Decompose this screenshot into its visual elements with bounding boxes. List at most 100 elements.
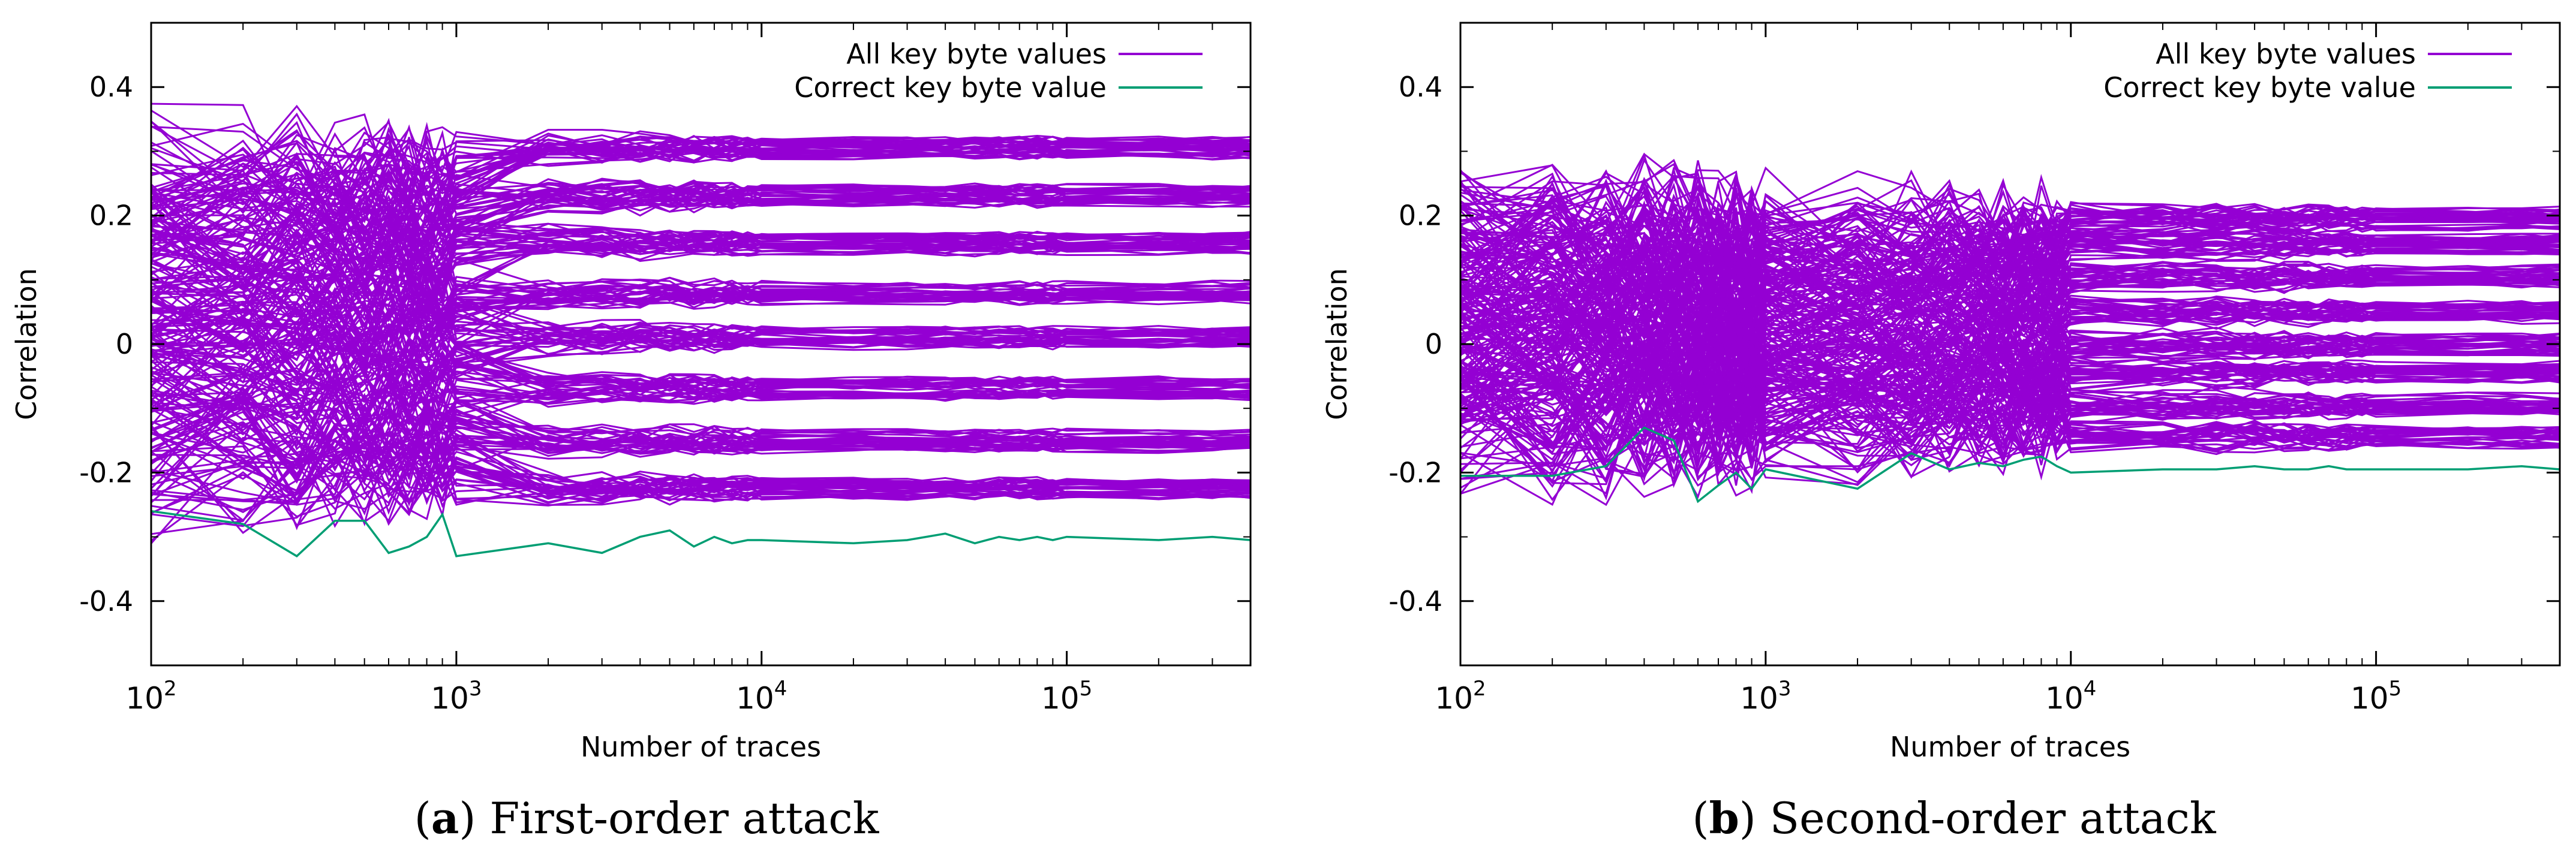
key-byte-line-sample-3 <box>151 458 1251 513</box>
key-byte-line <box>151 397 1251 523</box>
x-tick-label: 105 <box>1041 677 1092 716</box>
key-byte-line <box>1460 372 2560 480</box>
x-tick-base: 10 <box>2045 681 2084 716</box>
key-byte-line <box>151 182 1251 284</box>
y-tick-label: 0.4 <box>1399 71 1442 103</box>
key-byte-line <box>151 343 1251 408</box>
key-byte-line <box>1460 337 2560 455</box>
x-tick-base: 10 <box>1041 681 1080 716</box>
key-byte-line <box>151 378 1251 477</box>
key-byte-line <box>151 110 1251 197</box>
key-byte-line <box>1460 264 2560 408</box>
x-tick-exponent: 5 <box>1080 677 1093 701</box>
key-byte-line-sample-2 <box>1460 433 2560 507</box>
key-byte-line <box>151 247 1251 342</box>
key-byte-line <box>1460 297 2560 421</box>
key-byte-line <box>151 382 1251 495</box>
key-byte-line <box>151 194 1251 257</box>
x-tick-base: 10 <box>431 681 469 716</box>
key-byte-line <box>1460 367 2560 486</box>
key-byte-line <box>151 274 1251 384</box>
key-byte-line <box>1460 230 2560 375</box>
x-tick-exponent: 4 <box>774 677 787 701</box>
key-byte-line <box>151 363 1251 482</box>
y-axis-label: Correlation <box>10 268 43 420</box>
legend-label: Correct key byte value <box>794 71 1107 104</box>
key-byte-line <box>1460 342 2560 468</box>
y-tick-label: -0.4 <box>79 585 133 617</box>
caption-a-label: a <box>431 792 459 843</box>
key-byte-line <box>151 277 1251 378</box>
x-axis-label: Number of traces <box>1890 731 2130 763</box>
x-tick-exponent: 2 <box>1473 677 1486 701</box>
key-byte-line <box>1460 311 2560 433</box>
key-byte-line <box>151 258 1251 328</box>
key-byte-line <box>151 378 1251 464</box>
x-tick-label: 102 <box>1435 677 1486 716</box>
key-byte-line <box>151 439 1251 506</box>
key-byte-line <box>1460 363 2560 487</box>
key-byte-line <box>151 233 1251 309</box>
key-byte-line <box>1460 228 2560 343</box>
caption-b-text: Second-order attack <box>1770 793 2217 843</box>
caption-a-close-paren: ) <box>459 793 489 843</box>
key-byte-line <box>151 120 1251 233</box>
key-byte-line <box>1460 305 2560 418</box>
key-byte-line-sample-0 <box>151 131 1251 173</box>
x-tick-base: 10 <box>2350 681 2389 716</box>
key-byte-line <box>151 332 1251 441</box>
y-axis-label: Correlation <box>1321 268 1353 420</box>
x-tick-label: 103 <box>431 677 482 716</box>
key-byte-line <box>1460 342 2560 450</box>
key-byte-line <box>151 350 1251 482</box>
y-tick-label: 0.2 <box>1399 200 1442 232</box>
caption-b: (b) Second-order attack <box>1692 792 2217 843</box>
key-byte-line <box>151 394 1251 492</box>
y-tick-label: 0 <box>1425 328 1442 360</box>
key-byte-line <box>151 438 1251 535</box>
key-byte-line <box>1460 264 2560 357</box>
key-byte-line <box>1460 181 2560 352</box>
key-byte-line <box>1460 200 2560 319</box>
y-tick-label: 0.2 <box>89 200 133 232</box>
caption-b-label: b <box>1709 792 1739 843</box>
key-byte-line-sample-0 <box>1460 182 2560 262</box>
key-byte-line <box>151 266 1251 355</box>
caption-a-open-paren: ( <box>414 793 431 843</box>
caption-a: (a) First-order attack <box>414 792 880 843</box>
x-axis-label: Number of traces <box>581 731 821 763</box>
legend-label: Correct key byte value <box>2103 71 2416 104</box>
correct-key-byte-line <box>151 510 1251 557</box>
key-byte-line <box>151 296 1251 382</box>
legend-label: All key byte values <box>846 38 1107 70</box>
x-tick-exponent: 2 <box>164 677 177 701</box>
x-tick-exponent: 5 <box>2389 677 2402 701</box>
x-tick-base: 10 <box>125 681 164 716</box>
caption-a-text: First-order attack <box>489 793 879 843</box>
key-byte-line <box>151 208 1251 300</box>
key-byte-line <box>1460 225 2560 324</box>
key-byte-line-sample-2 <box>151 213 1251 282</box>
key-byte-line <box>1460 326 2560 438</box>
x-tick-label: 104 <box>736 677 787 716</box>
x-tick-label: 105 <box>2350 677 2401 716</box>
x-tick-label: 104 <box>2045 677 2096 716</box>
key-byte-line <box>151 312 1251 437</box>
x-tick-label: 103 <box>1740 677 1791 716</box>
key-byte-line <box>151 259 1251 355</box>
y-tick-label: 0.4 <box>89 71 133 103</box>
caption-b-close-paren: ) <box>1739 793 1770 843</box>
key-byte-line <box>1460 290 2560 422</box>
correct-key-byte-line <box>1460 426 2560 504</box>
x-tick-base: 10 <box>1435 681 1473 716</box>
x-tick-base: 10 <box>736 681 774 716</box>
key-byte-line <box>151 421 1251 527</box>
all-key-byte-lines <box>1460 152 2560 507</box>
y-tick-label: -0.2 <box>79 456 133 489</box>
key-byte-line <box>1460 174 2560 315</box>
